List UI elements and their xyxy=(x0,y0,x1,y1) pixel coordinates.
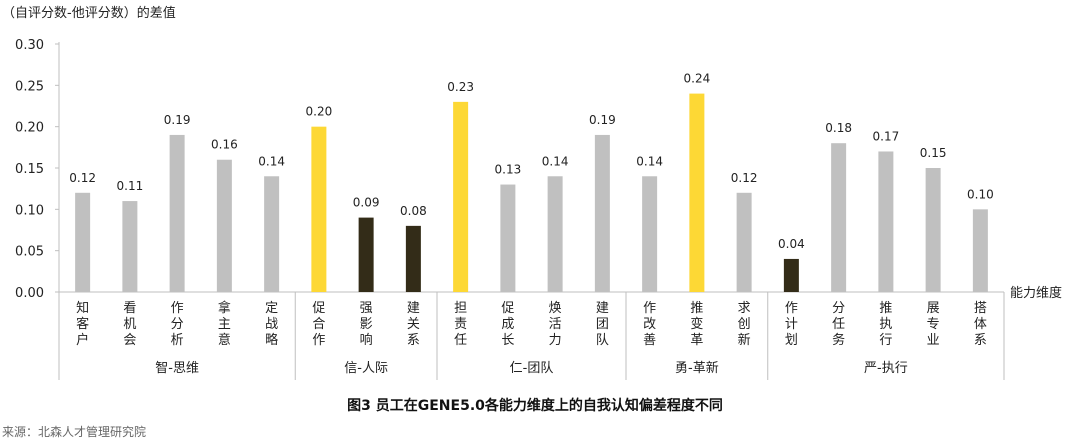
bar xyxy=(783,258,799,292)
y-tick-label: 0.15 xyxy=(15,162,44,177)
y-ticks: 0.00 0.05 0.10 0.15 0.20 0.25 0.30 xyxy=(15,38,59,301)
bar xyxy=(736,192,752,292)
bar xyxy=(169,134,185,292)
category-label: 促合作 xyxy=(312,301,325,348)
category-label: 推执行 xyxy=(879,301,892,348)
source-note: 来源：北森人才管理研究院 xyxy=(2,424,146,439)
y-tick-label: 0.25 xyxy=(15,79,44,94)
category-label: 搭体系 xyxy=(974,300,987,348)
value-label: 0.12 xyxy=(69,171,96,185)
value-label: 0.09 xyxy=(353,196,380,210)
value-label: 0.24 xyxy=(684,72,711,86)
bar xyxy=(264,176,280,292)
value-label: 0.15 xyxy=(920,146,947,160)
value-label: 0.14 xyxy=(542,154,569,168)
group-label: 信-人际 xyxy=(344,361,388,376)
bars xyxy=(75,93,988,293)
category-label: 建团队 xyxy=(596,301,609,348)
bar xyxy=(405,225,421,292)
category-label: 展专业 xyxy=(927,301,940,348)
value-label: 0.17 xyxy=(873,129,900,143)
value-label: 0.10 xyxy=(967,187,994,201)
bar xyxy=(642,176,658,292)
bar xyxy=(216,159,232,292)
category-label: 作分析 xyxy=(171,301,184,348)
category-label: 求创新 xyxy=(738,301,751,348)
value-label: 0.14 xyxy=(636,154,663,168)
y-tick-label: 0.30 xyxy=(15,38,44,53)
value-labels: 0.12 0.11 0.19 0.16 0.14 0.20 0.09 0.08 0.23 0.13… xyxy=(69,72,993,251)
value-label: 0.19 xyxy=(164,113,191,127)
category-label: 看机会 xyxy=(123,300,136,348)
bar xyxy=(358,217,374,292)
value-label: 0.18 xyxy=(825,121,852,135)
category-label: 焕活力 xyxy=(549,301,562,348)
bar xyxy=(972,209,988,292)
group-label: 勇-革新 xyxy=(675,360,719,376)
figure-caption: 图3 员工在GENE5.0各能力维度上的自我认知偏差程度不同 xyxy=(347,397,723,414)
bar xyxy=(453,101,469,292)
category-label: 推变革 xyxy=(690,301,703,348)
category-label: 拿主意 xyxy=(218,300,231,348)
value-label: 0.23 xyxy=(447,80,474,94)
axes xyxy=(58,42,1005,380)
value-label: 0.20 xyxy=(306,105,333,119)
bar xyxy=(547,176,563,292)
y-tick-label: 0.00 xyxy=(15,286,44,301)
value-label: 0.08 xyxy=(400,204,427,218)
group-label: 智-思维 xyxy=(155,361,199,376)
category-label: 知客户 xyxy=(76,300,89,348)
group-label: 严-执行 xyxy=(864,361,908,376)
y-tick-label: 0.05 xyxy=(15,245,44,260)
bar xyxy=(122,201,138,292)
value-label: 0.11 xyxy=(117,179,144,193)
bar xyxy=(831,143,847,292)
category-label: 定战略 xyxy=(265,301,278,348)
value-label: 0.16 xyxy=(211,138,238,152)
bar xyxy=(689,93,705,292)
category-label: 担责任 xyxy=(454,301,467,348)
bar xyxy=(500,184,516,292)
category-label: 作改善 xyxy=(643,301,656,348)
bar xyxy=(925,168,941,292)
bar xyxy=(311,126,327,293)
y-tick-label: 0.10 xyxy=(15,203,44,218)
value-label: 0.04 xyxy=(778,237,805,251)
value-label: 0.19 xyxy=(589,113,616,127)
group-labels: 智-思维 信-人际 仁-团队 勇-革新 严-执行 xyxy=(155,360,907,376)
category-label: 作计划 xyxy=(785,301,798,348)
group-label: 仁-团队 xyxy=(510,361,554,376)
y-tick-label: 0.20 xyxy=(15,121,44,136)
bar xyxy=(75,192,91,292)
bar xyxy=(594,134,610,292)
value-label: 0.13 xyxy=(495,163,522,177)
bar xyxy=(878,151,894,292)
x-axis-label: 能力维度 xyxy=(1010,285,1062,301)
category-label: 分任务 xyxy=(832,301,845,348)
category-label: 促成长 xyxy=(501,301,514,348)
value-label: 0.14 xyxy=(258,154,285,168)
value-label: 0.12 xyxy=(731,171,758,185)
category-label: 建关系 xyxy=(407,301,420,348)
category-label: 强影响 xyxy=(360,301,373,348)
y-axis-label: （自评分数-他评分数）的差值 xyxy=(2,5,176,21)
category-labels: 知客户 看机会 作分析 拿主意 定战略 促合作 强影响 建关系 担责任 促成长 焕活力 建团队 作改善 推… xyxy=(76,300,987,348)
